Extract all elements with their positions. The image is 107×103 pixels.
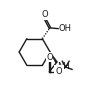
Text: OH: OH [58,24,71,33]
Text: O: O [46,53,53,62]
Text: O: O [42,10,48,19]
Text: NH: NH [57,62,70,71]
Text: O: O [55,67,62,76]
Polygon shape [50,52,58,63]
